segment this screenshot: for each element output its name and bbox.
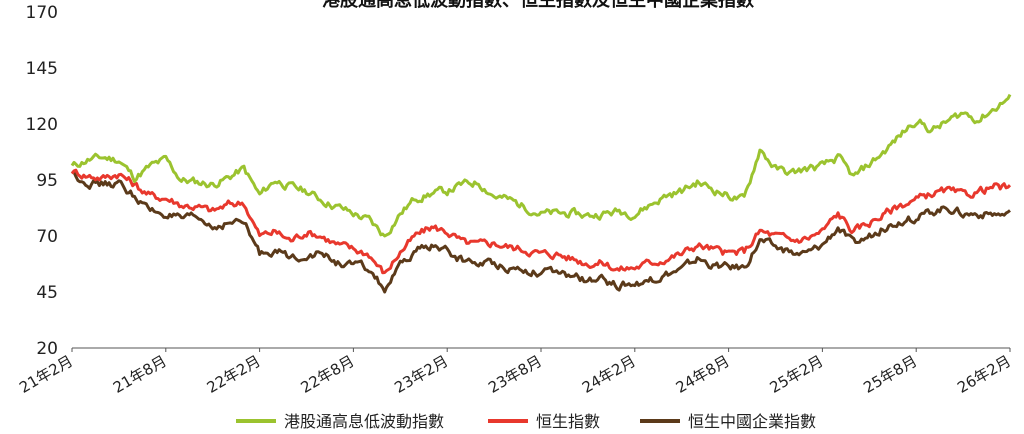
series-line-hsi	[70, 168, 1012, 275]
y-tick-label: 120	[26, 115, 58, 135]
series-line-hscei	[71, 170, 1011, 294]
x-tick-label: 22年8月	[298, 352, 358, 397]
x-tick-label: 24年8月	[673, 352, 733, 397]
y-tick-label: 45	[36, 283, 58, 303]
legend-label: 恒生中國企業指數	[688, 412, 816, 431]
y-axis-ticks: 20 45 70 95 120 145 170	[26, 3, 58, 359]
legend-label: 恒生指數	[536, 412, 600, 431]
y-tick-label: 170	[26, 3, 58, 23]
y-tick-label: 95	[36, 171, 58, 191]
x-tick-label: 21年8月	[110, 352, 170, 397]
x-tick-label: 23年2月	[391, 352, 451, 397]
x-tick-label: 25年2月	[767, 352, 827, 397]
legend-label: 港股通高息低波動指數	[284, 412, 444, 431]
x-tick-label: 26年2月	[954, 352, 1014, 397]
x-tick-label: 24年2月	[579, 352, 639, 397]
series-line-high-dividend	[70, 93, 1012, 238]
y-tick-label: 70	[36, 227, 58, 247]
y-tick-label: 145	[26, 59, 58, 79]
y-tick-label: 20	[36, 339, 58, 359]
legend: 港股通高息低波動指數 恒生指數 恒生中國企業指數	[236, 412, 816, 431]
series-lines	[70, 93, 1012, 294]
x-tick-label: 25年8月	[860, 352, 920, 397]
x-tick-label: 22年2月	[204, 352, 264, 397]
x-tick-label: 23年8月	[485, 352, 545, 397]
x-axis-ticks: 21年2月 21年8月 22年2月 22年8月 23年2月 23年8月 24年2月 24年8月…	[16, 348, 1014, 397]
chart-title: 港股通高息低波動指數、恒生指數及恒生中國企業指數	[322, 0, 754, 11]
